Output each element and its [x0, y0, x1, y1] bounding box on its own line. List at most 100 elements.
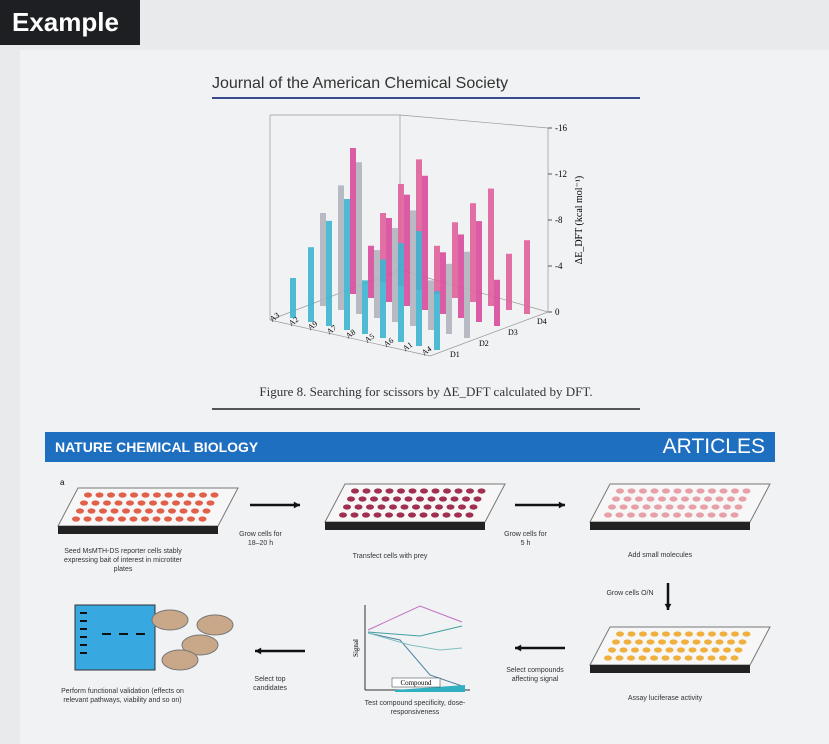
well	[708, 631, 716, 637]
well	[616, 488, 624, 494]
plot-curve	[367, 632, 463, 651]
well	[704, 639, 712, 645]
well	[681, 639, 689, 645]
bar-illustration	[458, 234, 464, 318]
well	[665, 504, 674, 510]
bar-illustration	[452, 222, 458, 298]
step: Test compound specificity, dose-responsi…	[364, 700, 466, 716]
well	[719, 512, 727, 518]
bar-illustration	[380, 213, 386, 282]
row-label: A1	[401, 340, 414, 353]
well	[439, 496, 447, 502]
bar-illustration	[368, 245, 374, 298]
depth-label: D1	[450, 350, 460, 359]
well	[164, 516, 172, 522]
well	[83, 516, 92, 522]
depth-label: D2	[479, 339, 489, 348]
well	[343, 504, 351, 510]
well	[738, 496, 747, 502]
well	[152, 516, 161, 522]
well	[95, 516, 103, 522]
step: Add small molecules	[627, 552, 693, 559]
z-tick-label: -8	[555, 215, 563, 225]
depth-label: D3	[508, 328, 518, 337]
well	[627, 488, 636, 494]
well	[608, 504, 616, 510]
well	[106, 516, 115, 522]
well	[631, 504, 639, 510]
z-axis-label: ΔE_DFT (kcal mol⁻¹)	[574, 176, 585, 264]
cell	[196, 614, 234, 636]
gel-band	[119, 633, 128, 635]
well	[738, 639, 747, 645]
well	[198, 516, 207, 522]
well	[149, 500, 157, 506]
well	[84, 492, 92, 498]
arrow-label: Grow cells for 18–20 h	[239, 531, 282, 547]
well	[199, 492, 207, 498]
bar-illustration	[344, 198, 350, 330]
well	[103, 500, 111, 506]
well	[202, 508, 211, 514]
well	[681, 496, 689, 502]
well	[362, 488, 371, 494]
well	[374, 488, 382, 494]
chart-frame	[399, 114, 549, 129]
gel-band	[102, 633, 111, 635]
bar-illustration	[422, 175, 428, 310]
well	[708, 488, 716, 494]
well	[700, 647, 708, 653]
well	[412, 504, 420, 510]
well	[400, 504, 409, 510]
row-label: A9	[306, 319, 319, 332]
well	[339, 512, 347, 518]
well	[396, 512, 405, 518]
well	[654, 504, 662, 510]
well	[126, 500, 134, 506]
z-tick-label: 0	[555, 307, 560, 317]
gel-band	[80, 644, 87, 646]
well	[608, 647, 616, 653]
z-tick-label: -12	[555, 169, 567, 179]
bar-illustration	[488, 188, 494, 306]
well	[168, 508, 176, 514]
well	[442, 512, 451, 518]
well	[145, 508, 153, 514]
well	[623, 639, 632, 645]
well	[195, 500, 203, 506]
well	[696, 512, 704, 518]
well	[95, 492, 104, 498]
bar-illustration	[434, 245, 440, 294]
well	[727, 639, 735, 645]
well	[129, 516, 138, 522]
well	[389, 504, 397, 510]
arrow-label: Select top candidates	[253, 676, 287, 692]
well	[130, 492, 138, 498]
cell	[181, 634, 219, 656]
well	[404, 496, 413, 502]
well	[446, 504, 455, 510]
well	[612, 496, 620, 502]
cell	[161, 649, 199, 671]
well	[80, 500, 88, 506]
well	[381, 496, 390, 502]
well	[642, 504, 651, 510]
well	[723, 504, 731, 510]
well	[696, 655, 704, 661]
well	[731, 488, 739, 494]
well	[604, 512, 612, 518]
well	[642, 647, 651, 653]
cell	[151, 609, 189, 631]
well	[179, 508, 188, 514]
well	[466, 488, 474, 494]
well	[654, 647, 662, 653]
well	[431, 488, 440, 494]
bar-illustration	[434, 291, 440, 350]
well	[377, 504, 386, 510]
well	[347, 496, 355, 502]
bar-illustration	[410, 210, 416, 326]
well	[465, 512, 474, 518]
bar-illustration	[470, 203, 476, 302]
well	[164, 492, 173, 498]
well	[427, 496, 436, 502]
